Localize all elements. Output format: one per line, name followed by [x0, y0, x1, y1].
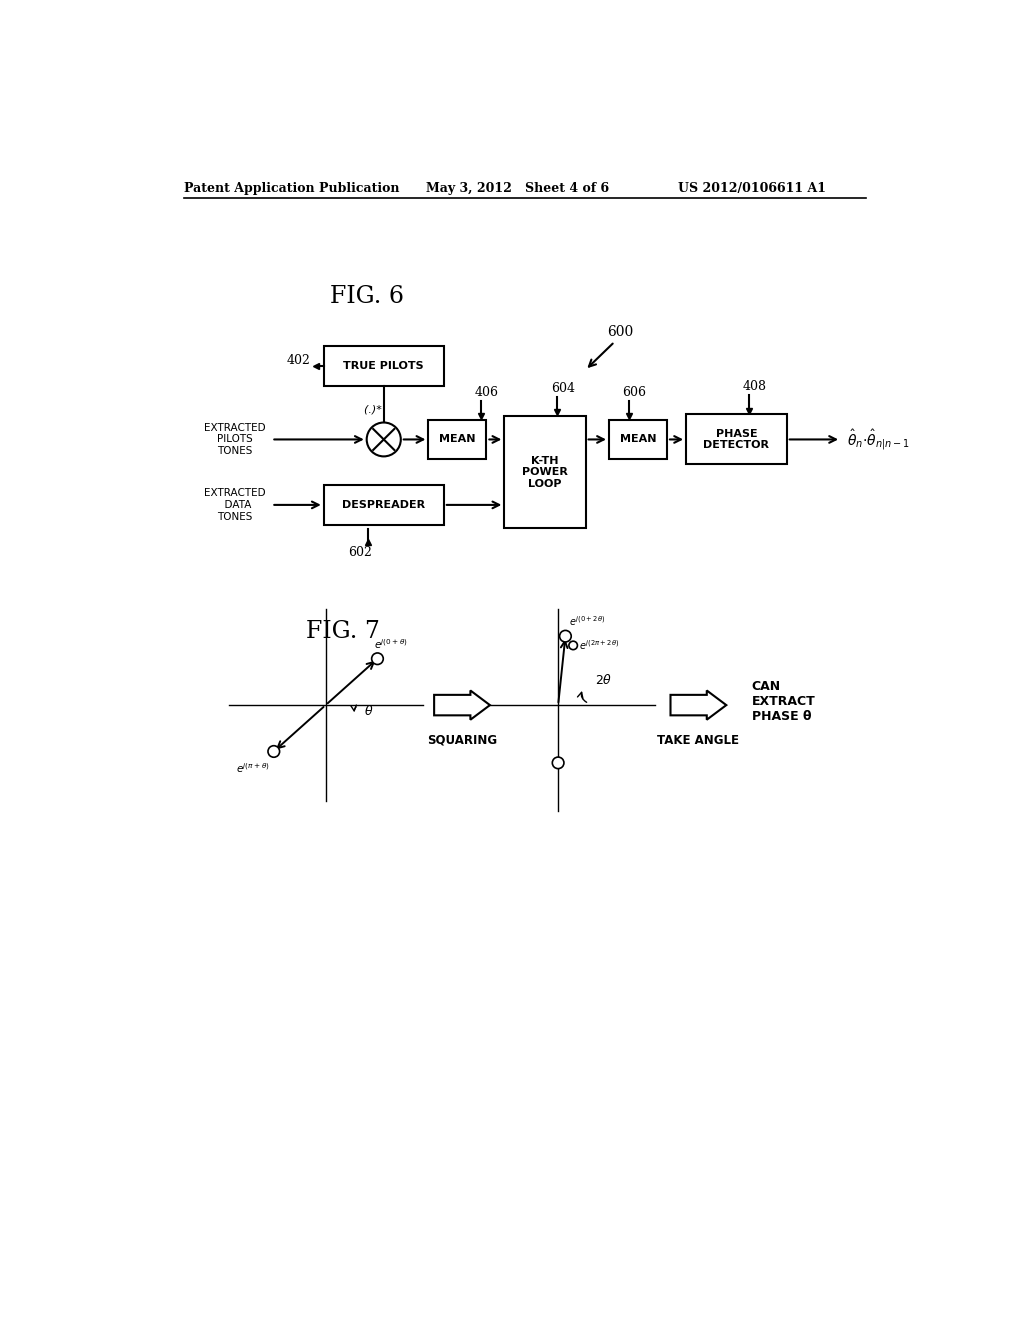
Text: Patent Application Publication: Patent Application Publication	[183, 182, 399, 194]
Text: DESPREADER: DESPREADER	[342, 500, 425, 510]
Bar	[686, 414, 786, 465]
Text: TRUE PILOTS: TRUE PILOTS	[343, 362, 424, 371]
Text: TAKE ANGLE: TAKE ANGLE	[657, 734, 739, 747]
Polygon shape	[434, 690, 489, 719]
Circle shape	[569, 642, 578, 649]
Polygon shape	[671, 690, 726, 719]
Text: $\hat{\theta}_{n}{\cdot}\hat{\theta}_{n|n-1}$: $\hat{\theta}_{n}{\cdot}\hat{\theta}_{n|…	[847, 428, 910, 451]
Text: 606: 606	[623, 385, 646, 399]
Circle shape	[559, 631, 571, 642]
Circle shape	[268, 746, 280, 758]
Circle shape	[372, 653, 383, 664]
Bar	[324, 346, 443, 387]
Text: 604: 604	[551, 381, 575, 395]
Circle shape	[367, 422, 400, 457]
Text: $e^{j(2\pi+2\theta)}$: $e^{j(2\pi+2\theta)}$	[579, 639, 618, 652]
Text: $\theta$: $\theta$	[365, 705, 374, 718]
Text: FIG. 7: FIG. 7	[306, 620, 380, 643]
Bar	[428, 420, 486, 459]
Text: 600: 600	[607, 325, 633, 339]
Text: SQUARING: SQUARING	[427, 734, 497, 747]
Text: $e^{j(0+\theta)}$: $e^{j(0+\theta)}$	[374, 638, 408, 651]
Text: EXTRACTED
PILOTS
TONES: EXTRACTED PILOTS TONES	[204, 422, 266, 455]
Text: (.)*: (.)*	[364, 404, 385, 414]
Text: K-TH
POWER
LOOP: K-TH POWER LOOP	[522, 455, 568, 488]
Text: EXTRACTED
  DATA
TONES: EXTRACTED DATA TONES	[204, 488, 266, 521]
Text: FIG. 6: FIG. 6	[330, 285, 403, 309]
Bar	[504, 416, 586, 528]
Text: 406: 406	[474, 385, 499, 399]
Text: MEAN: MEAN	[620, 434, 656, 445]
Text: US 2012/0106611 A1: US 2012/0106611 A1	[678, 182, 826, 194]
Text: PHASE
DETECTOR: PHASE DETECTOR	[703, 429, 769, 450]
Text: CAN
EXTRACT
PHASE θ: CAN EXTRACT PHASE θ	[752, 680, 816, 723]
Text: $e^{j(0+2\theta)}$: $e^{j(0+2\theta)}$	[568, 615, 605, 628]
Text: MEAN: MEAN	[439, 434, 475, 445]
Text: $2\theta$: $2\theta$	[595, 673, 612, 688]
Text: 602: 602	[348, 546, 373, 560]
Text: 402: 402	[287, 354, 310, 367]
Text: May 3, 2012   Sheet 4 of 6: May 3, 2012 Sheet 4 of 6	[426, 182, 609, 194]
Bar	[609, 420, 667, 459]
Bar	[324, 484, 443, 525]
Text: $e^{j(\pi+\theta)}$: $e^{j(\pi+\theta)}$	[237, 760, 270, 775]
Text: 408: 408	[742, 380, 767, 393]
Circle shape	[552, 758, 564, 768]
